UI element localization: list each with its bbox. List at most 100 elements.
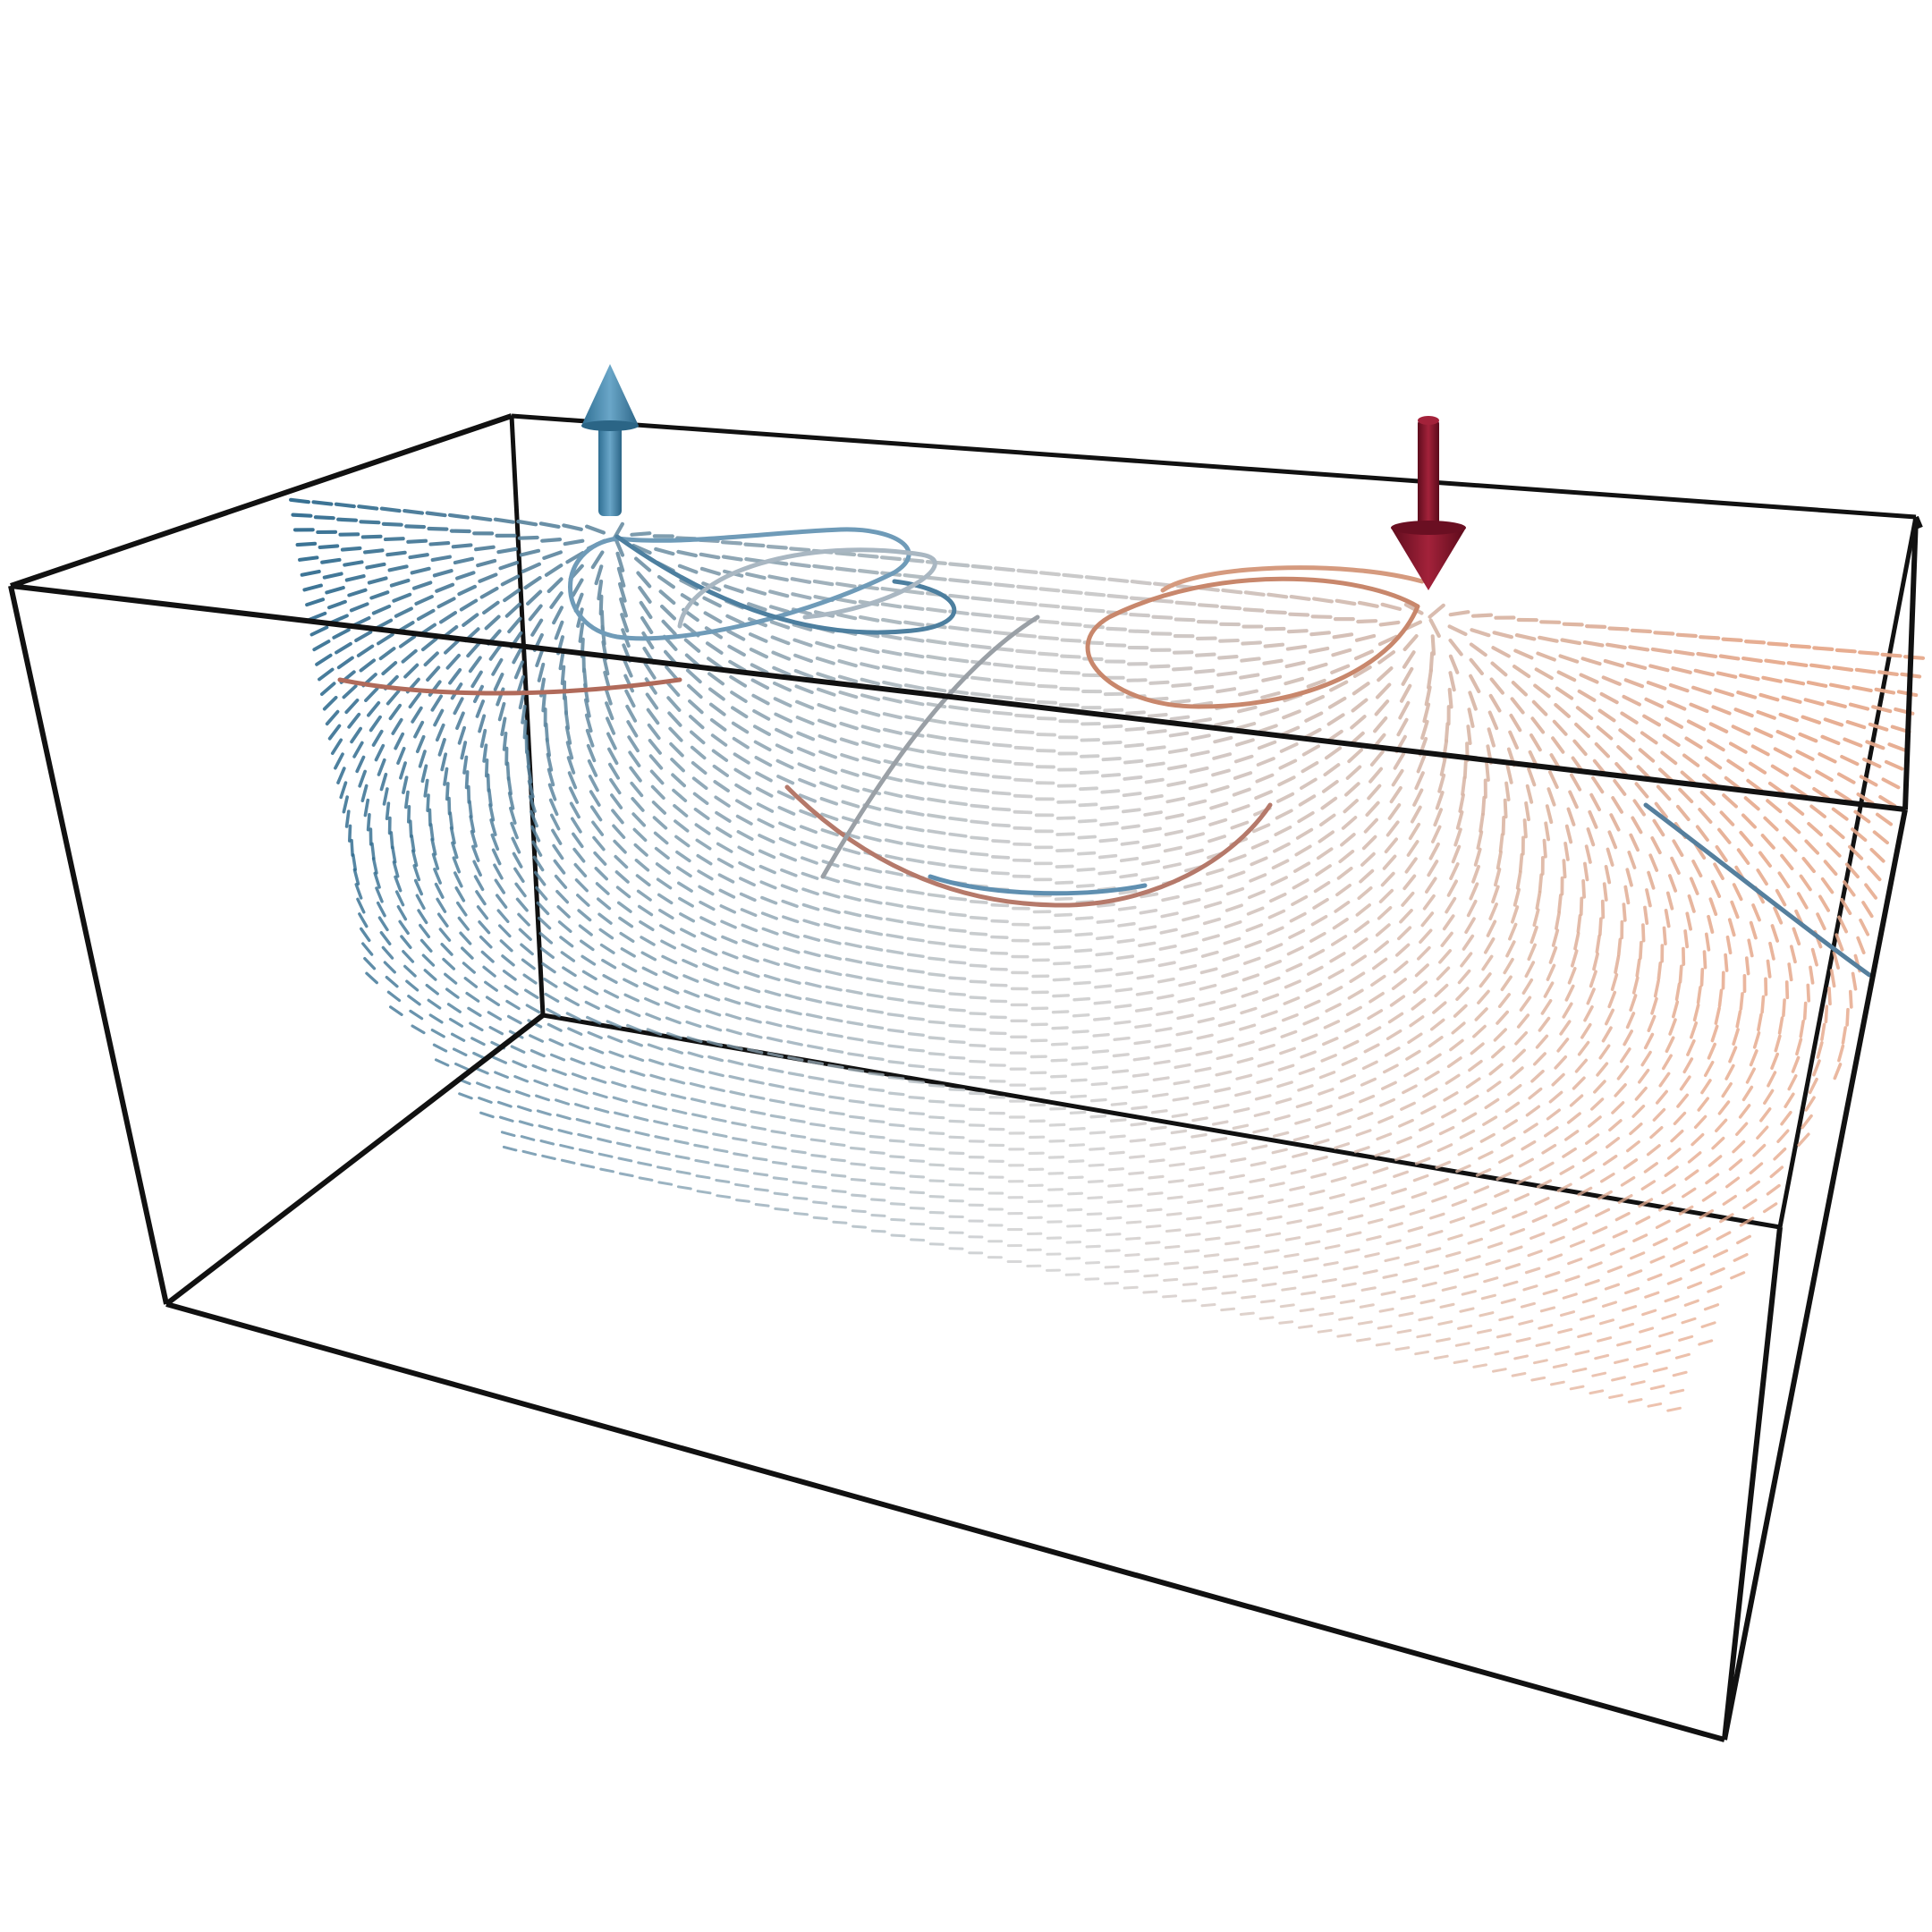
- field-glyph: [526, 589, 543, 606]
- field-glyph: [1245, 1228, 1262, 1233]
- field-glyph: [826, 1001, 843, 1007]
- field-glyph: [1610, 972, 1619, 991]
- field-glyph: [1608, 1119, 1623, 1132]
- field-glyph: [401, 648, 418, 664]
- field-glyph: [1190, 750, 1210, 758]
- field-glyph: [1050, 1074, 1068, 1079]
- field-glyph: [402, 950, 415, 963]
- field-glyph: [1827, 987, 1832, 1006]
- field-glyph: [1543, 1126, 1559, 1138]
- field-glyph: [557, 920, 572, 934]
- field-glyph: [1368, 1200, 1385, 1208]
- field-glyph: [769, 620, 791, 630]
- field-glyph: [1114, 1020, 1131, 1025]
- field-glyph: [800, 856, 818, 865]
- field-glyph: [1647, 1014, 1657, 1032]
- field-glyph: [1649, 1125, 1664, 1140]
- field-glyph: [866, 977, 884, 983]
- field-glyph: [640, 936, 656, 946]
- field-glyph: [655, 862, 672, 875]
- field-glyph: [1559, 1165, 1575, 1175]
- field-glyph: [1066, 1224, 1082, 1228]
- field-glyph: [1307, 662, 1328, 672]
- field-glyph: [721, 555, 743, 562]
- field-glyph: [1845, 720, 1867, 730]
- field-glyph: [1115, 954, 1135, 961]
- field-glyph: [735, 799, 752, 810]
- field-glyph: [625, 704, 638, 723]
- field-glyph: [883, 775, 903, 783]
- field-glyph: [1318, 1311, 1335, 1317]
- field-glyph: [1781, 695, 1802, 704]
- field-glyph: [636, 571, 652, 589]
- field-glyph: [1244, 1244, 1260, 1250]
- field-glyph: [970, 724, 991, 730]
- field-glyph: [1666, 1277, 1682, 1285]
- field-glyph: [1784, 678, 1806, 686]
- field-glyph: [1862, 757, 1882, 768]
- field-glyph: [1196, 620, 1218, 624]
- field-glyph: [1884, 759, 1904, 771]
- field-glyph: [470, 670, 483, 689]
- field-glyph: [1566, 807, 1576, 826]
- field-glyph: [1221, 1291, 1237, 1295]
- field-glyph: [771, 1145, 787, 1150]
- field-glyph: [1183, 1249, 1200, 1254]
- field-glyph: [710, 733, 728, 747]
- field-glyph: [1527, 943, 1537, 962]
- field-glyph: [948, 657, 970, 664]
- field-glyph: [908, 1047, 925, 1053]
- field-glyph: [992, 726, 1013, 733]
- field-glyph: [846, 1021, 864, 1027]
- field-glyph: [696, 1190, 712, 1195]
- field-glyph: [1717, 827, 1732, 844]
- field-glyph: [1125, 1220, 1142, 1224]
- field-glyph: [1313, 881, 1331, 894]
- field-glyph: [352, 868, 360, 886]
- field-glyph: [1246, 906, 1265, 916]
- field-glyph: [905, 857, 925, 864]
- field-glyph: [1634, 1086, 1648, 1101]
- field-glyph: [868, 1103, 886, 1108]
- field-glyph: [1664, 1295, 1680, 1303]
- field-glyph: [419, 923, 431, 939]
- field-glyph: [1225, 1224, 1241, 1229]
- field-glyph: [1619, 1322, 1635, 1330]
- field-glyph: [479, 1111, 495, 1119]
- field-glyph: [507, 791, 515, 810]
- field-glyph: [1812, 646, 1835, 652]
- field-glyph: [1601, 1301, 1618, 1308]
- field-glyph: [838, 691, 859, 699]
- field-glyph: [493, 517, 515, 524]
- field-glyph: [970, 803, 990, 809]
- field-glyph: [835, 597, 857, 605]
- field-glyph: [679, 912, 696, 923]
- field-glyph: [906, 936, 925, 943]
- field-glyph: [496, 1086, 511, 1094]
- field-glyph: [589, 790, 601, 807]
- field-glyph: [603, 989, 620, 999]
- field-glyph: [678, 896, 694, 908]
- field-glyph: [1305, 982, 1323, 993]
- field-glyph: [969, 1059, 987, 1063]
- box-edge-right-side-top: [1902, 516, 1919, 810]
- field-glyph: [595, 882, 610, 895]
- field-glyph: [1704, 932, 1711, 952]
- field-glyph: [885, 902, 904, 908]
- field-glyph: [623, 658, 633, 678]
- field-glyph: [1162, 862, 1182, 869]
- field-glyph: [1588, 809, 1598, 829]
- field-glyph: [778, 821, 796, 832]
- field-glyph: [555, 1114, 572, 1121]
- field-glyph: [1200, 950, 1219, 958]
- field-glyph: [679, 578, 699, 590]
- field-glyph: [1292, 1134, 1309, 1142]
- field-glyph: [1576, 914, 1582, 934]
- field-glyph: [809, 1138, 826, 1143]
- field-glyph: [1669, 1388, 1685, 1394]
- field-glyph: [665, 1016, 682, 1025]
- field-glyph: [635, 1146, 651, 1152]
- field-glyph: [1766, 1183, 1781, 1196]
- field-glyph: [1097, 853, 1118, 860]
- field-glyph: [1435, 791, 1445, 810]
